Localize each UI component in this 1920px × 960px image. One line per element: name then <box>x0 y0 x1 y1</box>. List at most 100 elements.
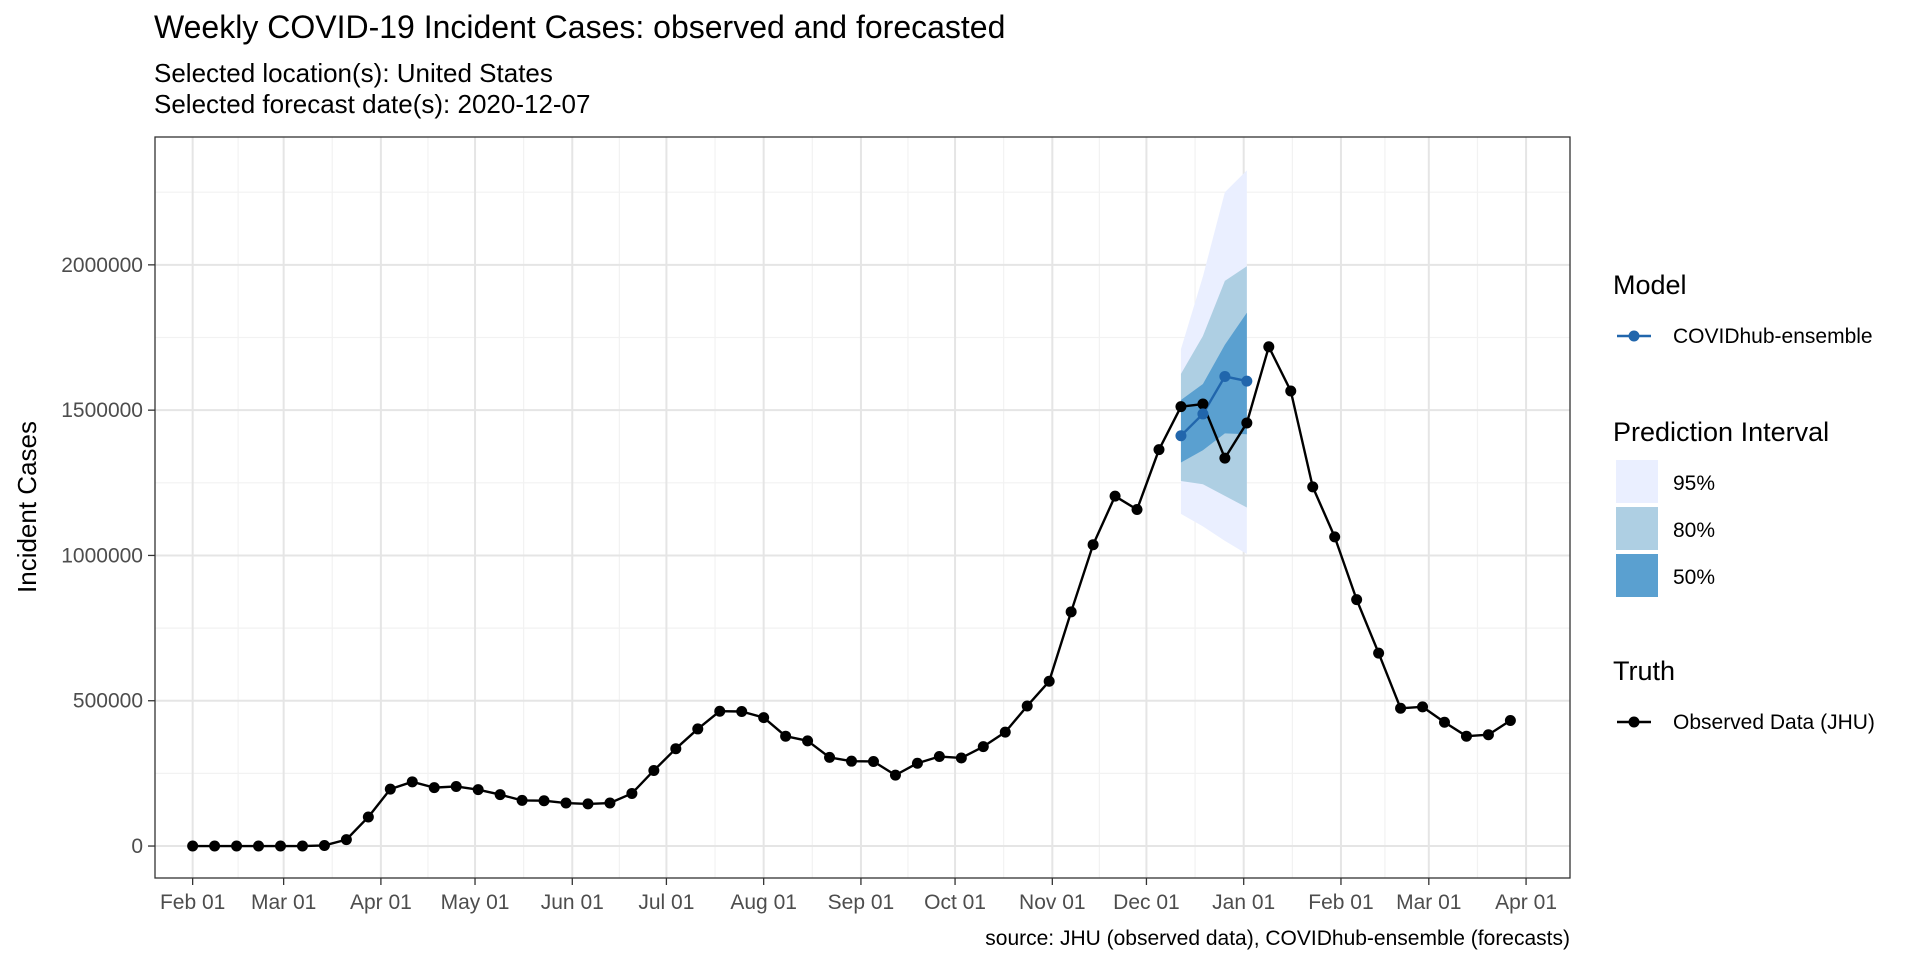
observed-point <box>824 751 836 763</box>
observed-point <box>1351 594 1363 606</box>
observed-point <box>802 735 814 747</box>
legend-label-covidhub-ensemble: COVIDhub-ensemble <box>1673 325 1873 348</box>
legend-interval-title: Prediction Interval <box>1613 417 1829 447</box>
chart-subtitle-location: Selected location(s): United States <box>154 58 553 88</box>
observed-point <box>933 751 945 763</box>
legend-item-50: 50% <box>1616 554 1715 597</box>
grid-major <box>155 137 1570 878</box>
legend-truth-title: Truth <box>1613 656 1675 686</box>
chart-title: Weekly COVID-19 Incident Cases: observed… <box>154 9 1005 45</box>
x-tick-label: Feb 01 <box>1308 891 1373 914</box>
observed-point <box>911 757 923 769</box>
observed-point <box>1065 606 1077 618</box>
observed-point <box>318 839 330 851</box>
observed-point <box>231 840 243 852</box>
x-tick-label: Mar 01 <box>251 891 316 914</box>
legend-key-point-covidhub-ensemble <box>1628 330 1640 342</box>
observed-point <box>538 795 550 807</box>
observed-point <box>1219 452 1231 464</box>
x-tick-label: Mar 01 <box>1396 891 1461 914</box>
ensemble-point <box>1219 370 1231 382</box>
observed-point <box>1460 730 1472 742</box>
y-tick-label: 2000000 <box>61 254 143 277</box>
observed-point <box>253 840 265 852</box>
y-tick-label: 500000 <box>73 690 143 713</box>
observed-point <box>209 840 221 852</box>
x-tick-label: Oct 01 <box>924 891 986 914</box>
observed-point <box>1263 341 1275 353</box>
y-tick-label: 1000000 <box>61 544 143 567</box>
observed-point <box>780 730 792 742</box>
grid-minor <box>155 137 1570 878</box>
ensemble-point <box>1241 375 1253 387</box>
x-tick-label: Apr 01 <box>1495 891 1557 914</box>
observed-point <box>274 840 286 852</box>
interval-band-50 <box>1180 312 1247 463</box>
observed-point <box>999 726 1011 738</box>
prediction-interval-bands <box>1180 170 1247 554</box>
legend-label-50: 50% <box>1673 566 1715 589</box>
observed-point <box>494 789 506 801</box>
observed-point <box>1131 504 1143 516</box>
series-lines <box>192 345 1512 848</box>
observed-point <box>604 797 616 809</box>
legend-item-covidhub-ensemble: COVIDhub-ensemble <box>1617 325 1873 348</box>
observed-point <box>955 752 967 764</box>
observed-point <box>516 794 528 806</box>
observed-point <box>428 782 440 794</box>
observed-point <box>1395 702 1407 714</box>
observed-point <box>1373 647 1385 659</box>
observed-point <box>340 834 352 846</box>
x-tick-label: Jun 01 <box>541 891 604 914</box>
x-tick-label: Nov 01 <box>1019 891 1086 914</box>
observed-point <box>450 780 462 792</box>
observed-point <box>626 787 638 799</box>
plot-panel-border <box>154 136 1571 879</box>
legend-swatch-80 <box>1616 507 1658 550</box>
legend-model-title: Model <box>1613 270 1687 300</box>
observed-point <box>1043 675 1055 687</box>
observed-point <box>1153 444 1165 456</box>
observed-point <box>1087 539 1099 551</box>
legend-label-95: 95% <box>1673 472 1715 495</box>
chart-subtitle-forecast-date: Selected forecast date(s): 2020-12-07 <box>154 89 590 119</box>
x-tick-label: Feb 01 <box>160 891 225 914</box>
observed-point <box>736 705 748 717</box>
observed-point <box>384 783 396 795</box>
observed-point <box>846 755 858 767</box>
ensemble-line <box>1180 375 1248 437</box>
observed-point <box>296 840 308 852</box>
legend-label-80: 80% <box>1673 519 1715 542</box>
legend-swatch-50 <box>1616 554 1658 597</box>
legend-swatch-95 <box>1616 460 1658 503</box>
series-points <box>187 341 1516 852</box>
legend-label-observed-data: Observed Data (JHU) <box>1673 711 1875 734</box>
ensemble-point <box>1175 430 1187 442</box>
observed-point <box>1504 715 1516 727</box>
observed-point <box>1417 701 1429 713</box>
x-axis-ticks: Feb 01 Mar 01 Apr 01 May 01 Jun 01 Jul 01 Aug … <box>160 878 1557 914</box>
legend-item-80: 80% <box>1616 507 1715 550</box>
x-tick-label: Jan 01 <box>1212 891 1275 914</box>
observed-point <box>714 705 726 717</box>
x-tick-label: Aug 01 <box>730 891 797 914</box>
observed-point <box>472 784 484 796</box>
observed-point <box>867 755 879 767</box>
x-tick-label: Jul 01 <box>638 891 694 914</box>
observed-point <box>692 723 704 735</box>
y-tick-label: 1500000 <box>61 399 143 422</box>
observed-point <box>560 797 572 809</box>
observed-point <box>1307 481 1319 493</box>
observed-point <box>1285 385 1297 397</box>
legend: Model COVIDhub-ensemble Prediction Inter… <box>1613 270 1875 734</box>
x-tick-label: Sep 01 <box>828 891 895 914</box>
chart-caption: source: JHU (observed data), COVIDhub-en… <box>985 927 1570 950</box>
observed-point <box>1109 490 1121 502</box>
observed-point <box>1241 417 1253 429</box>
y-tick-label: 0 <box>131 835 143 858</box>
observed-line <box>192 345 1512 848</box>
y-axis-title: Incident Cases <box>12 421 42 593</box>
observed-point <box>1329 531 1341 543</box>
x-tick-label: Apr 01 <box>350 891 412 914</box>
